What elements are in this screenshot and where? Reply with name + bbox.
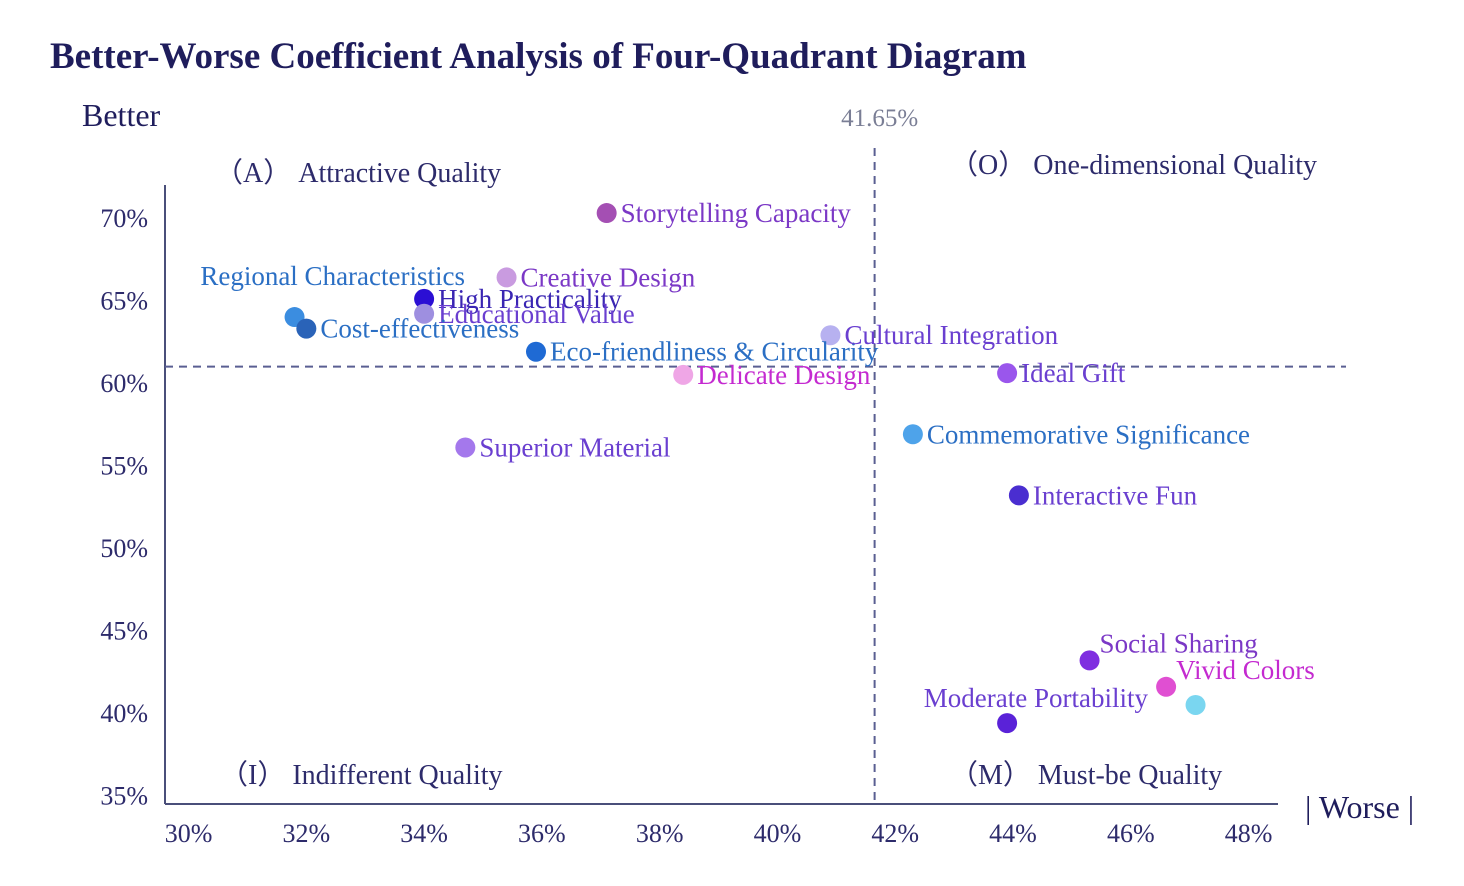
data-point [1079,650,1100,671]
y-tick-label: 40% [100,699,148,728]
data-point-label: Storytelling Capacity [621,198,852,228]
data-point [673,364,694,385]
x-tick-label: 30% [165,819,213,848]
x-tick-label: 38% [636,819,684,848]
quadrant-indifferent-label: （I） Indifferent Quality [220,759,503,791]
x-tick-label: 34% [400,819,448,848]
chart-title: Better-Worse Coefficient Analysis of Fou… [50,36,1027,77]
y-tick-label: 60% [100,369,148,398]
data-point-label: Creative Design [521,262,696,292]
x-tick-label: 40% [754,819,802,848]
data-point-label: Interactive Fun [1033,480,1198,510]
data-point-label: Vivid Colors [1176,655,1315,685]
tick-labels: 30% 32% 34% 36% 38% 40% 42% 44% 46% 48% 35% 40% 45% 5… [100,204,1272,848]
y-tick-label: 65% [100,287,148,316]
quadrant-must-be-label: （M） Must-be Quality [950,759,1222,791]
data-point [296,318,317,339]
data-point-label: Social Sharing [1100,628,1258,658]
data-point-label: Delicate Design [697,360,871,390]
axes [164,185,1278,805]
data-point-label: Ideal Gift [1021,358,1126,388]
data-point [1008,485,1029,506]
data-point-label: Educational Value [438,299,635,329]
data-point [596,203,617,224]
data-point [902,424,923,445]
data-points [284,203,1206,734]
data-point [820,325,841,346]
x-tick-label: 48% [1225,819,1273,848]
x-tick-label: 32% [282,819,330,848]
y-tick-label: 55% [100,452,148,481]
data-point-label: Cost-effectiveness [320,314,519,344]
data-point-label: Regional Characteristics [200,261,465,291]
data-point [997,363,1018,384]
data-point-label: Cultural Integration [844,320,1058,350]
x-tick-label: 36% [518,819,566,848]
data-point [414,303,435,324]
data-point [526,341,546,362]
data-point-label: Eco-friendliness & Circularity [550,337,879,367]
x-tick-label: 42% [871,819,919,848]
data-point-label: Moderate Portability [924,683,1149,713]
x-tick-label: 46% [1107,819,1155,848]
data-point-label: Commemorative Significance [927,419,1250,449]
y-tick-label: 35% [100,782,148,811]
y-tick-label: 50% [100,534,148,563]
quadrant-attractive-label: （A） Attractive Quality [215,157,501,189]
worse-threshold-label: 41.65% [841,105,918,132]
data-point [1156,676,1177,697]
x-tick-label: 44% [989,819,1037,848]
reference-lines: 41.65% [165,105,1346,804]
data-point [455,437,476,458]
data-point-label: High Practicality [438,284,622,314]
data-point [1185,694,1206,715]
y-tick-label: 70% [100,204,148,233]
data-point-label: Superior Material [479,432,670,462]
quadrant-one-dimensional-label: （O） One-dimensional Quality [950,149,1317,181]
point-labels: Storytelling Capacity Creative DesignHigh… [200,198,1314,713]
data-point [414,288,435,309]
y-tick-label: 45% [100,617,148,646]
data-point [496,267,517,288]
x-axis-label: | Worse | [1305,789,1414,825]
y-axis-label: Better [82,97,161,133]
data-point [997,713,1018,734]
